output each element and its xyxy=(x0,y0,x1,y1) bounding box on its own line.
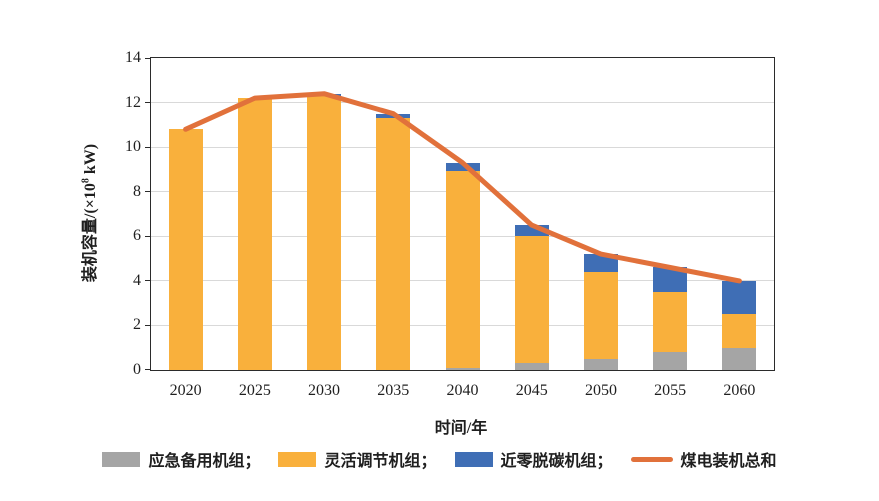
bar-segment-近零脱碳机组-2060 xyxy=(722,280,757,315)
x-tick-label-2045: 2045 xyxy=(515,382,548,399)
bar-segment-近零脱碳机组-2030 xyxy=(307,93,342,96)
bar-segment-灵活调节机组-2050 xyxy=(583,271,618,359)
legend-label-1: 灵活调节机组； xyxy=(324,453,437,470)
y-tick-label-10: 10 xyxy=(125,138,141,156)
legend-label-0: 应急备用机组； xyxy=(148,453,261,470)
legend-item-3: 煤电装机总和 xyxy=(630,447,777,471)
bar-segment-近零脱碳机组-2035 xyxy=(376,113,411,119)
x-tick-label-2030: 2030 xyxy=(308,382,341,399)
legend-item-1: 灵活调节机组； xyxy=(278,447,437,471)
bar-segment-灵活调节机组-2025 xyxy=(237,98,272,370)
y-tick-label-2: 2 xyxy=(133,316,141,334)
y-tick-label-6: 6 xyxy=(133,227,141,245)
bar-segment-灵活调节机组-2035 xyxy=(376,118,411,370)
legend-swatch-box-1 xyxy=(278,451,317,467)
bar-segment-应急备用机组-2055 xyxy=(653,352,688,370)
legend: 应急备用机组； 灵活调节机组； 近零脱碳机组； 煤电装机总和 xyxy=(0,447,879,471)
plot-area: 0 2 4 6 8 10 12 14 2020 2025 2030 2035 2040 2045 2050 2… xyxy=(125,49,775,399)
y-tick-mark-0 xyxy=(145,369,151,370)
y-tick-mark-12 xyxy=(145,102,151,104)
y-tick-label-4: 4 xyxy=(133,271,141,289)
legend-label-2: 近零脱碳机组； xyxy=(500,453,613,470)
y-axis-title: 装机容量/(×108 kW) xyxy=(76,144,100,282)
y-axis-title-superscript: 8 xyxy=(80,178,92,184)
x-tick-label-2060: 2060 xyxy=(723,382,756,399)
bar-segment-灵活调节机组-2040 xyxy=(445,170,480,368)
legend-item-0: 应急备用机组； xyxy=(102,447,260,471)
legend-swatch-line-3 xyxy=(630,456,673,462)
bar-segment-灵活调节机组-2060 xyxy=(722,314,757,348)
y-tick-label-8: 8 xyxy=(133,182,141,200)
x-tick-label-2020: 2020 xyxy=(169,382,202,399)
x-tick-label-2025: 2025 xyxy=(238,382,271,399)
legend-item-2: 近零脱碳机组； xyxy=(454,447,613,471)
x-tick-label-2050: 2050 xyxy=(584,382,617,399)
bar-segment-灵活调节机组-2055 xyxy=(653,292,688,353)
bar-segment-应急备用机组-2045 xyxy=(514,363,549,370)
x-axis-title: 时间/年 xyxy=(434,420,488,437)
bar-segment-灵活调节机组-2030 xyxy=(307,95,342,370)
legend-swatch-box-0 xyxy=(102,451,141,467)
legend-label-3: 煤电装机总和 xyxy=(680,453,777,470)
bar-segment-应急备用机组-2060 xyxy=(722,347,757,370)
y-tick-label-14: 14 xyxy=(125,49,141,66)
x-tick-label-2035: 2035 xyxy=(377,382,410,399)
bar-segment-近零脱碳机组-2055 xyxy=(653,267,688,292)
y-tick-mark-8 xyxy=(145,191,151,193)
y-tick-label-0: 0 xyxy=(133,361,141,378)
y-tick-mark-6 xyxy=(145,235,151,237)
y-tick-mark-4 xyxy=(145,280,151,282)
y-tick-mark-10 xyxy=(145,146,151,148)
legend-swatch-box-2 xyxy=(454,451,493,467)
bar-segment-灵活调节机组-2045 xyxy=(514,236,549,364)
x-tick-label-2055: 2055 xyxy=(654,382,687,399)
bar-segment-近零脱碳机组-2045 xyxy=(514,225,549,237)
bar-segment-应急备用机组-2050 xyxy=(583,358,618,370)
x-tick-label-2040: 2040 xyxy=(446,382,479,399)
y-tick-mark-2 xyxy=(145,324,151,326)
bar-segment-灵活调节机组-2020 xyxy=(168,129,203,370)
bar-segment-应急备用机组-2040 xyxy=(445,367,480,370)
bar-segment-近零脱碳机组-2050 xyxy=(583,254,618,272)
y-tick-label-12: 12 xyxy=(125,93,141,111)
bar-segment-近零脱碳机组-2040 xyxy=(445,162,480,171)
y-tick-mark-14 xyxy=(145,58,151,59)
